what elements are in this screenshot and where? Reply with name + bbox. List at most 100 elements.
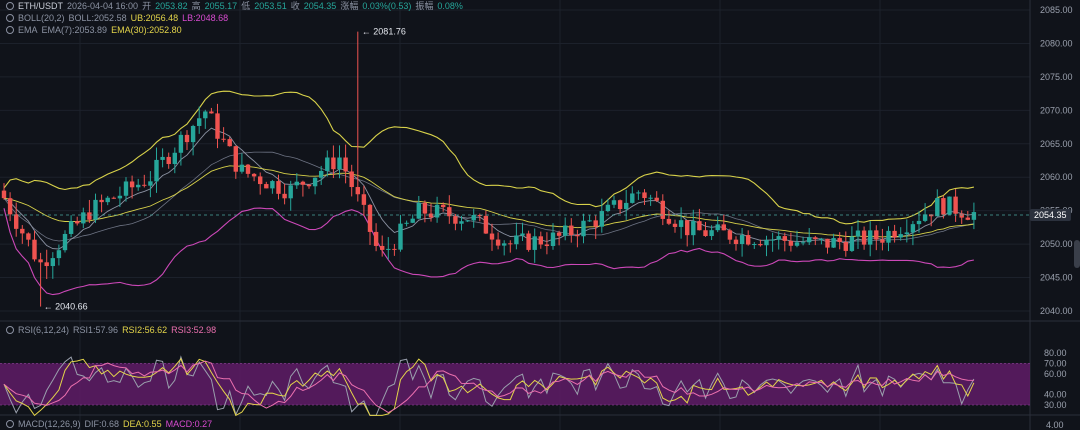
candle-body — [605, 204, 611, 212]
amp-value: 0.08% — [437, 1, 463, 11]
rsi2-value: RSI2:56.62 — [122, 325, 168, 335]
eye-icon[interactable] — [6, 26, 14, 34]
rsi2-line — [3, 357, 975, 417]
high-annotation: ← 2081.76 — [362, 27, 406, 37]
candle-body — [1, 190, 7, 199]
candle-body — [386, 248, 391, 250]
candle-body — [935, 198, 940, 217]
main-legend: ETH/USDT 2026-04-04 16:00 开 2053.82 高 2055… — [6, 0, 463, 12]
candle-body — [514, 235, 519, 245]
candle-body — [630, 193, 635, 203]
candle-body — [392, 248, 397, 250]
candle-body — [136, 184, 141, 188]
ema-legend: EMA EMA(7):2053.89 EMA(30):2052.80 — [6, 24, 182, 36]
candle-body — [892, 230, 897, 238]
candle-body — [563, 225, 568, 236]
candle-body — [703, 230, 708, 237]
candle-body — [959, 213, 964, 218]
candle-body — [715, 224, 720, 231]
candle-body — [550, 232, 556, 247]
ema30-value: EMA(30):2052.80 — [111, 25, 182, 35]
candle-body — [404, 222, 409, 224]
price-tick: 2040.00 — [1040, 306, 1073, 316]
eye-icon[interactable] — [6, 2, 14, 10]
candle-body — [752, 244, 757, 246]
price-tick: 2085.00 — [1040, 5, 1073, 15]
candle-body — [428, 213, 434, 218]
candle-body — [922, 214, 928, 221]
rsi-tick: 30.00 — [1044, 400, 1067, 410]
candle-body — [203, 111, 208, 119]
candle-body — [697, 221, 702, 231]
eye-icon[interactable] — [6, 14, 14, 22]
candle-body — [465, 220, 470, 222]
candle-body — [282, 193, 287, 199]
candle-body — [312, 177, 318, 187]
candle-body — [87, 212, 92, 220]
boll-name[interactable]: BOLL(20,2) — [18, 13, 65, 23]
candle-body — [758, 244, 763, 246]
change-value: 0.03%(0.53) — [362, 1, 412, 11]
open-label: 开 — [142, 1, 152, 11]
ema-name[interactable]: EMA — [18, 25, 38, 35]
high-value: 2055.17 — [204, 1, 238, 11]
candle-body — [904, 232, 909, 235]
candle-body — [129, 181, 135, 188]
candle-body — [855, 230, 861, 237]
eye-icon[interactable] — [6, 420, 14, 428]
candle-body — [599, 211, 604, 227]
candle-body — [367, 204, 373, 232]
price-tick: 2070.00 — [1040, 105, 1073, 115]
scroll-handle[interactable] — [1074, 240, 1080, 268]
candle-body — [416, 202, 421, 219]
candle-body — [886, 230, 891, 243]
candle-body — [739, 235, 745, 245]
price-tick: 2060.00 — [1040, 172, 1073, 182]
macd-name[interactable]: MACD(12,26,9) — [18, 419, 81, 429]
candle-body — [422, 202, 428, 214]
candle-body — [874, 230, 879, 240]
candle-body — [306, 184, 312, 187]
eye-icon[interactable] — [6, 326, 14, 334]
candle-body — [947, 196, 952, 215]
ema30-line — [3, 165, 974, 238]
candle-body — [68, 221, 74, 234]
ema7-line — [3, 127, 974, 250]
candle-body — [880, 239, 885, 243]
candle-body — [569, 225, 574, 236]
candle-body — [251, 173, 257, 177]
candle-body — [770, 239, 775, 241]
candle-body — [642, 192, 647, 199]
candle-body — [782, 236, 787, 241]
candle-body — [502, 243, 507, 246]
candle-body — [245, 164, 251, 174]
rsi-legend: RSI(6,12,24) RSI1:57.96 RSI2:56.62 RSI3:… — [6, 324, 216, 336]
candle-body — [764, 239, 769, 246]
candle-body — [361, 194, 367, 205]
candle-body — [916, 220, 922, 225]
candle-body — [971, 212, 977, 220]
candle-body — [288, 185, 293, 199]
rsi-name[interactable]: RSI(6,12,24) — [18, 325, 70, 335]
symbol-label: ETH/USDT — [18, 1, 63, 11]
close-value: 2054.35 — [303, 1, 337, 11]
candle-body — [178, 134, 184, 153]
candle-body — [117, 195, 123, 199]
candle-body — [843, 241, 848, 251]
candle-body — [294, 181, 299, 186]
candle-body — [258, 176, 263, 185]
candle-body — [26, 233, 31, 240]
candle-body — [624, 202, 629, 210]
boll-lb: LB:2048.68 — [182, 13, 229, 23]
candle-body — [898, 234, 903, 238]
candle-body — [355, 187, 360, 195]
candle-body — [111, 197, 116, 199]
candle-body — [197, 118, 202, 126]
candle-body — [532, 236, 537, 250]
candle-body — [587, 220, 592, 222]
boll-ub: UB:2056.48 — [130, 13, 179, 23]
candle-body — [81, 212, 86, 224]
candle-body — [56, 250, 62, 259]
candle-body — [331, 157, 336, 170]
